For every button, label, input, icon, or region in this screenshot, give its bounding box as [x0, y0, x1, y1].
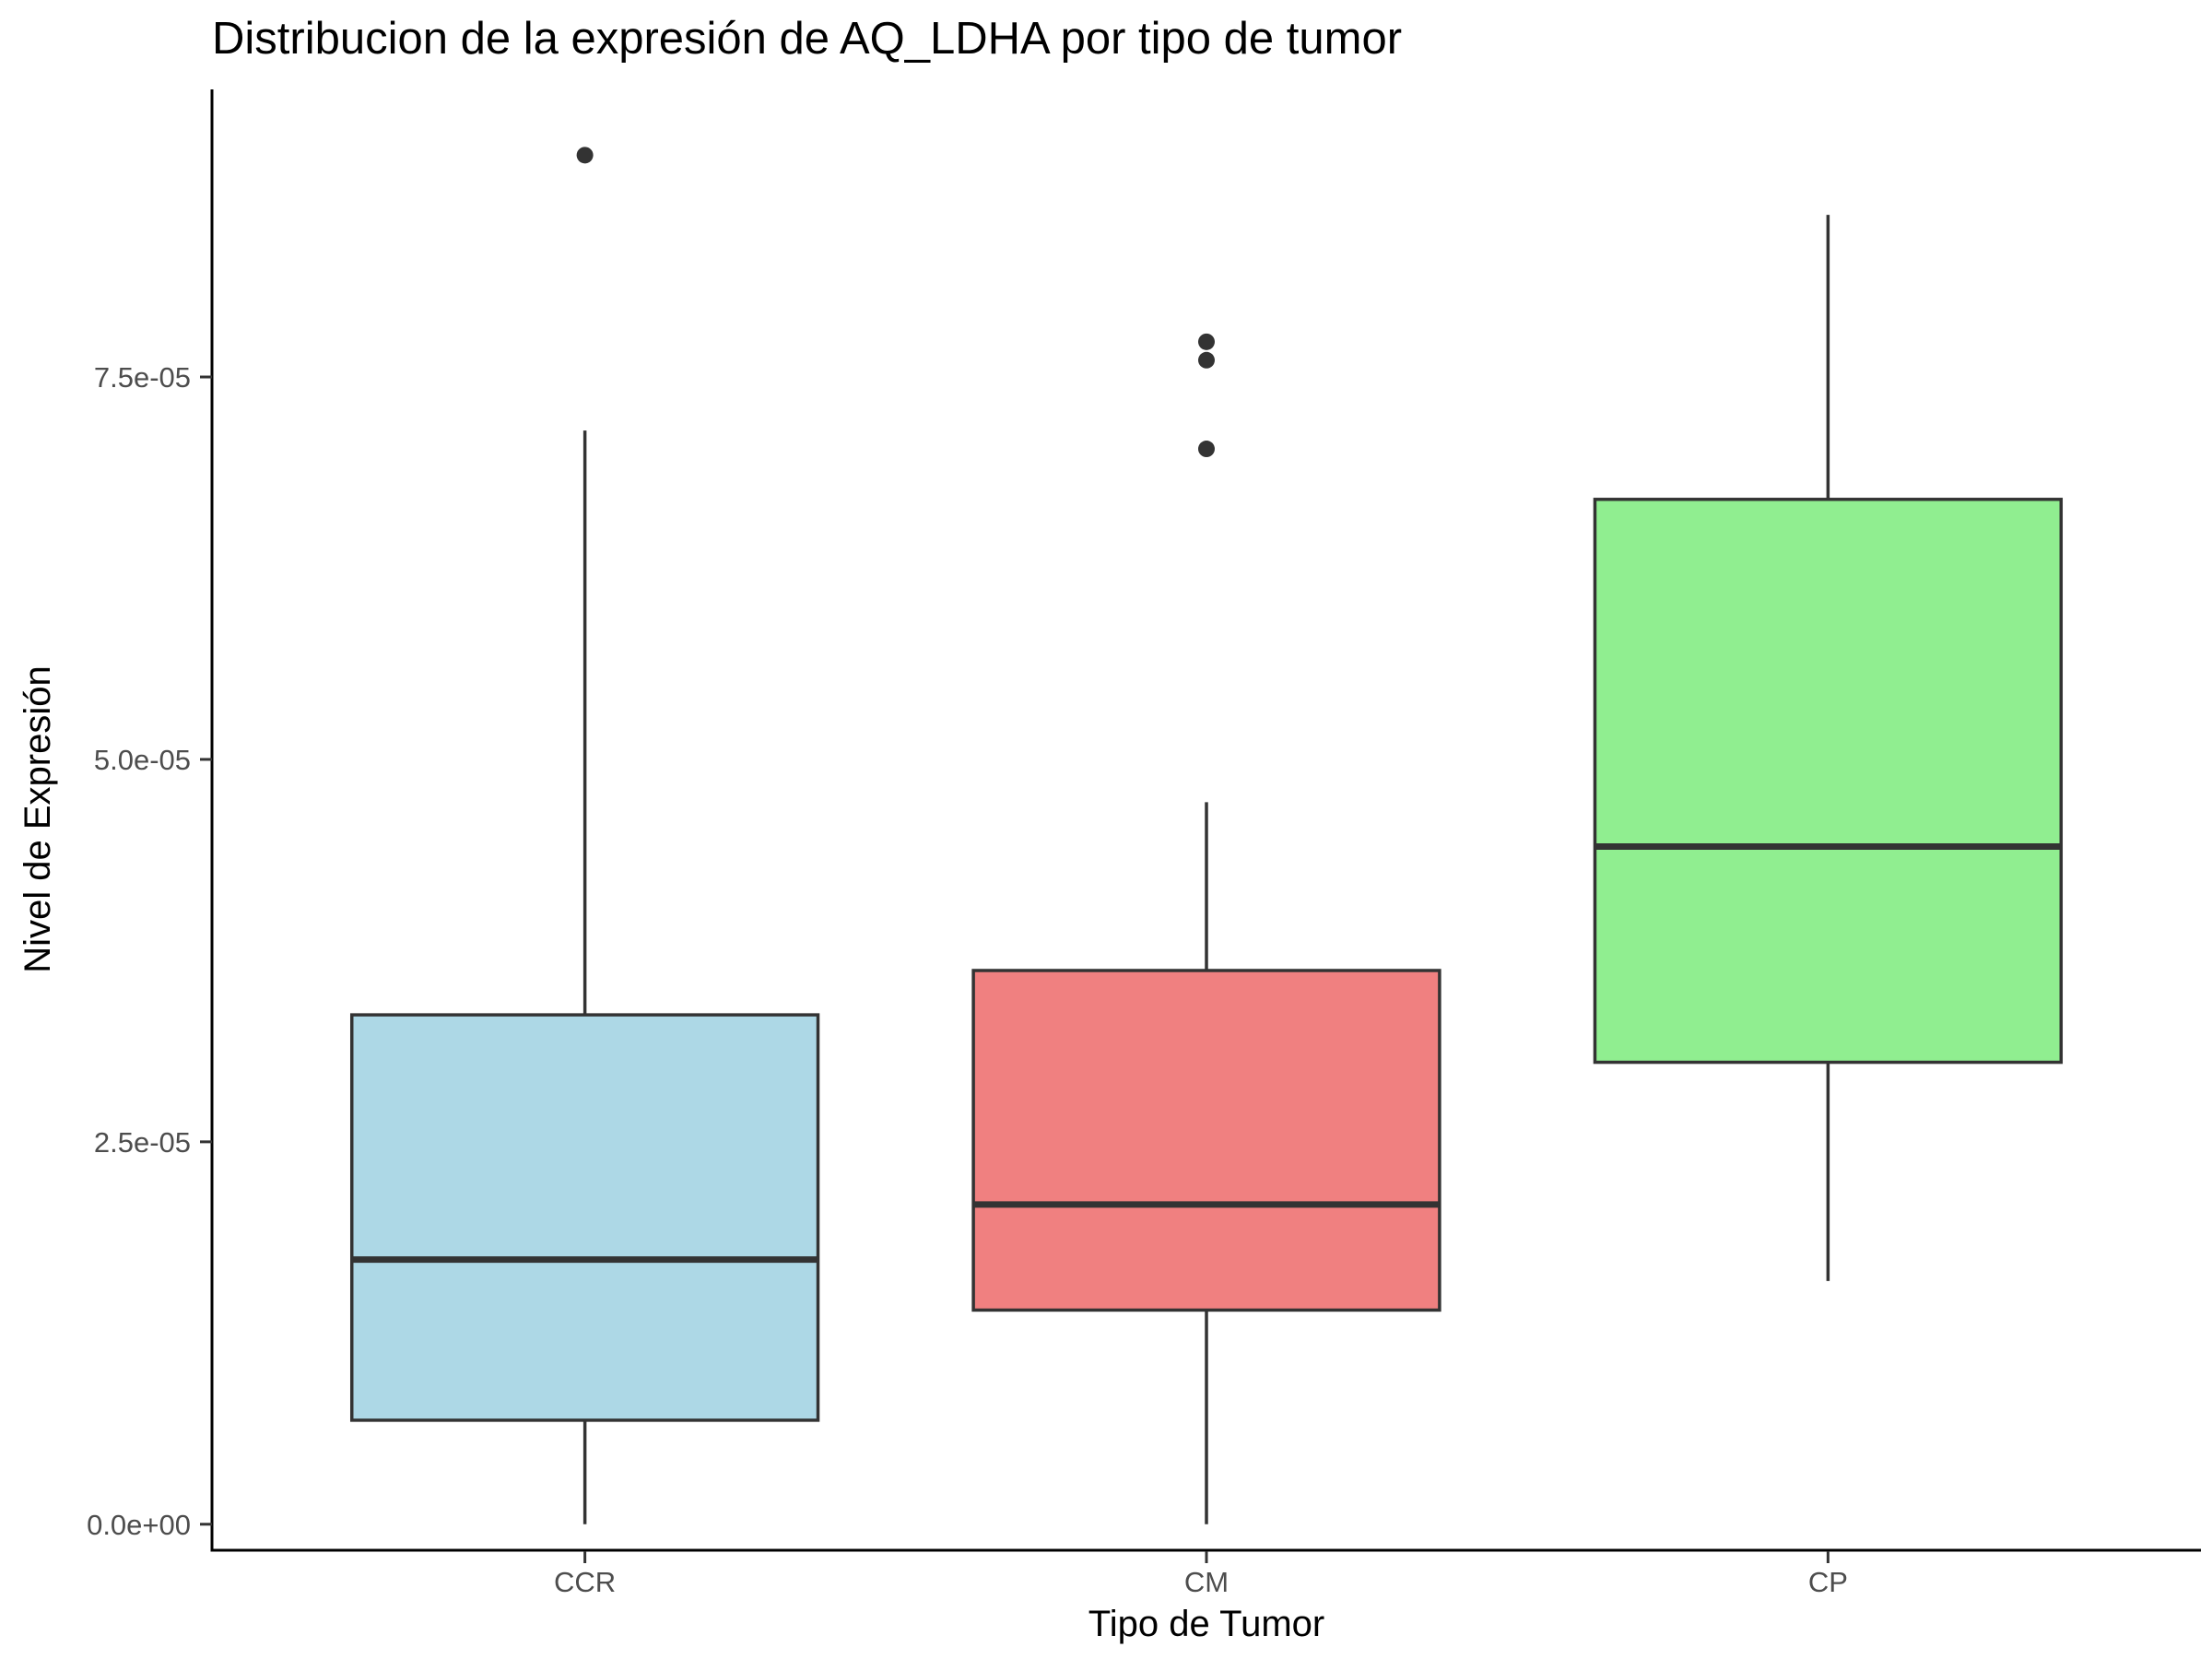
box-group-cp: [1593, 215, 2064, 1281]
box-cp: [1593, 498, 2064, 1065]
x-axis-title: Tipo de Tumor: [1088, 1604, 1324, 1644]
chart-title: Distribucion de la expresión de AQ_LDHA …: [212, 14, 1402, 64]
outlier-point-cm: [1198, 351, 1215, 369]
outlier-point-ccr: [576, 147, 594, 164]
y-axis-title: Nivel de Expresión: [18, 665, 58, 973]
y-tick-label: 7.5e-05: [94, 361, 191, 394]
box-cm: [971, 969, 1441, 1312]
outlier-point-cm: [1198, 441, 1215, 458]
box-ccr: [349, 1013, 820, 1422]
outlier-point-cm: [1198, 333, 1215, 350]
x-tick-label: CP: [1808, 1566, 1848, 1598]
y-tick-label: 0.0e+00: [87, 1509, 191, 1541]
box-group-cm: [971, 333, 1441, 1524]
box-group-ccr: [349, 147, 820, 1524]
x-tick-label: CM: [1184, 1566, 1229, 1598]
x-axis: CCR CM CP: [554, 1551, 1848, 1598]
y-tick-label: 2.5e-05: [94, 1126, 191, 1159]
x-tick-label: CCR: [554, 1566, 616, 1598]
y-axis: 0.0e+00 2.5e-05 5.0e-05 7.5e-05: [87, 361, 212, 1541]
y-tick-label: 5.0e-05: [94, 744, 191, 776]
plot-area: [349, 147, 2064, 1524]
